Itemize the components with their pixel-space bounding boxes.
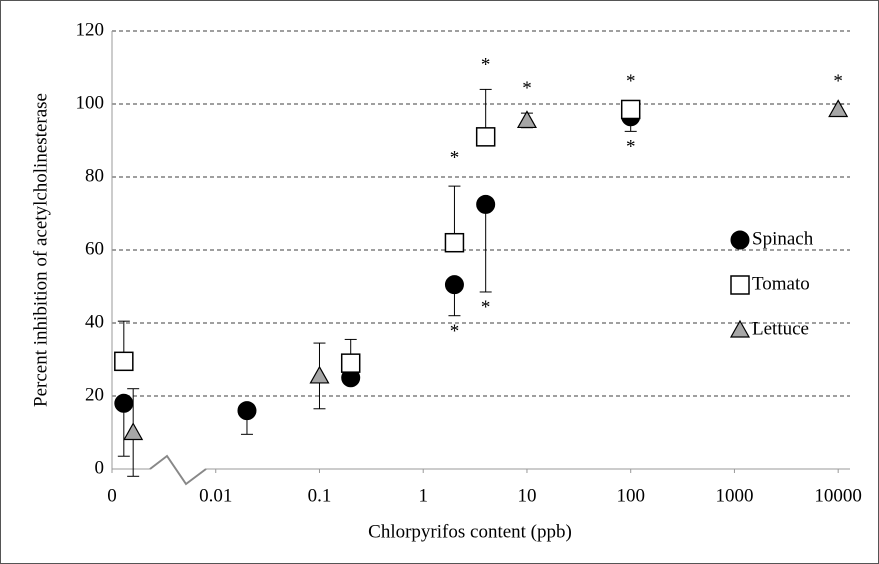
y-tick-label: 40 [85,311,104,332]
y-tick-label: 120 [76,19,105,40]
legend-marker [730,275,750,295]
x-tick-label: 1 [418,485,428,506]
point [114,351,134,372]
x-tick-label: 10 [517,485,536,506]
y-tick-label: 60 [85,238,104,259]
y-tick-label: 100 [76,92,105,113]
point [620,99,641,120]
point [114,393,134,413]
legend-marker [729,319,751,338]
y-tick-label: 0 [95,457,105,478]
x-tick-label: 0 [107,485,117,506]
y-axis-label: Percent inhibition of acetylcholinestera… [30,93,51,407]
x-tick-label: 1000 [715,485,753,506]
point [828,99,849,118]
annotation: * [450,147,460,168]
x-tick-label: 100 [616,485,645,506]
annotation: * [626,137,636,158]
legend-label: Spinach [752,228,814,249]
point [444,275,464,295]
x-axis-label: Chlorpyrifos content (ppb) [368,521,572,542]
annotation: * [833,71,843,92]
y-tick-label: 80 [85,165,104,186]
point [444,232,465,253]
legend-label: Lettuce [752,318,809,339]
annotation: * [522,78,532,99]
annotation: * [450,321,460,342]
annotation: * [626,71,636,92]
point [516,110,537,129]
axis-break-gap [150,467,206,471]
point [123,422,144,441]
x-tick-label: 0.1 [308,485,332,506]
point [340,353,361,373]
annotation: * [481,297,491,318]
legend-label: Tomato [752,273,810,294]
point [476,194,496,214]
x-tick-label: 10000 [814,485,862,506]
legend-marker [730,230,750,250]
y-tick-label: 20 [85,384,104,405]
point [309,365,330,384]
point [475,127,496,147]
point [237,401,257,421]
axis-break [149,454,207,486]
x-tick-label: 0.01 [199,485,232,506]
annotation: * [481,54,491,75]
error-bar [479,204,492,293]
